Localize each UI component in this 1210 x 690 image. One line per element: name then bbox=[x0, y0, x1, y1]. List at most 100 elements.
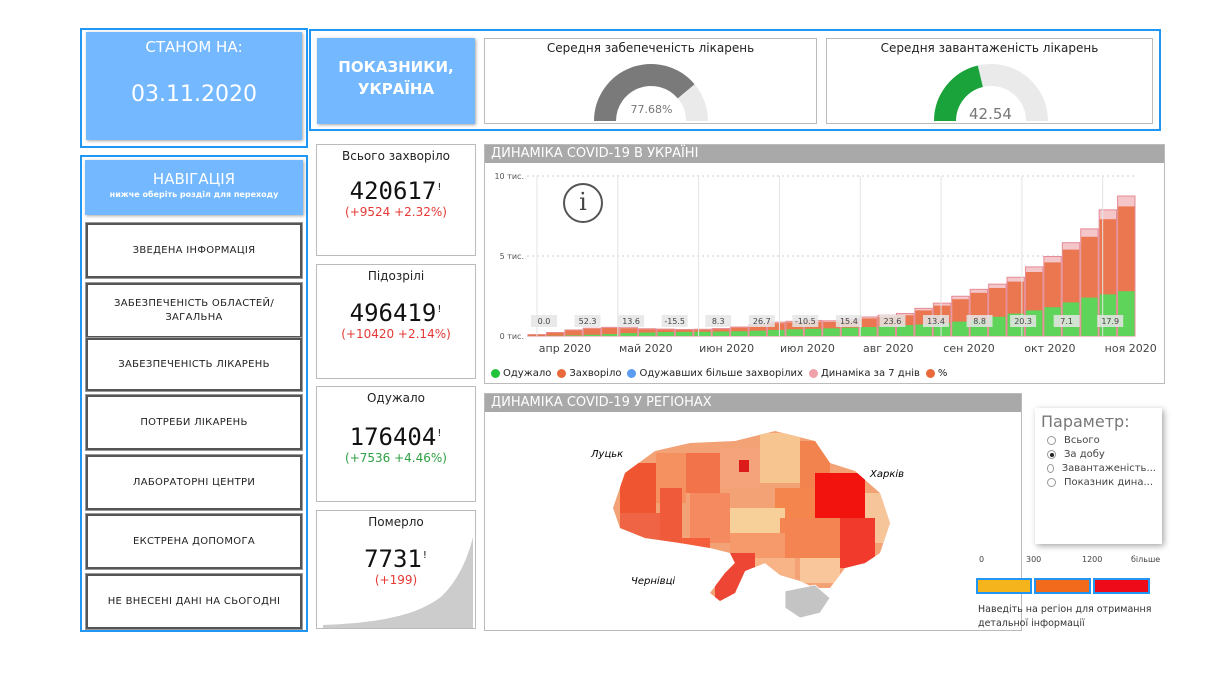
legend-item[interactable]: Захворіло bbox=[557, 368, 621, 379]
scale-tick-1200: 1200 bbox=[1082, 555, 1103, 564]
gauge-fill bbox=[934, 65, 984, 122]
x-tick-label: ноя 2020 bbox=[1105, 342, 1157, 355]
region-odesa bbox=[715, 553, 755, 601]
info-icon[interactable]: i bbox=[563, 183, 603, 223]
y-tick-label: 5 тис. bbox=[500, 252, 524, 261]
indicators-title: ПОКАЗНИКИ, УКРАЇНА bbox=[317, 38, 475, 124]
parameter-title: Параметр: bbox=[1041, 412, 1130, 431]
nav-regions-supply-button[interactable]: ЗАБЕЗПЕЧЕНІСТЬ ОБЛАСТЕЙ/ ЗАГАЛЬНА bbox=[85, 282, 303, 339]
stat-card-suspected[interactable]: Підозрілі 496419! (+10420 +2.14%) bbox=[316, 264, 476, 379]
x-tick-label: июн 2020 bbox=[699, 342, 754, 355]
navigation-title: НАВІГАЦІЯ bbox=[152, 170, 236, 188]
stat-delta: (+199) bbox=[374, 573, 418, 587]
bar-sick bbox=[546, 332, 564, 336]
bar-recovered bbox=[1044, 307, 1061, 336]
scale-tick-more: більше bbox=[1131, 555, 1161, 564]
weekly-pct-label: 15.4 bbox=[840, 317, 858, 326]
gauge-title-load: Середня завантаженість лікарень bbox=[880, 41, 1099, 55]
weekly-pct-label: 8.8 bbox=[973, 317, 986, 326]
pct-label-bg bbox=[792, 315, 819, 327]
legend-item[interactable]: % bbox=[925, 368, 947, 379]
legend-dot-icon bbox=[925, 369, 935, 378]
navigation-frame: НАВІГАЦІЯ нижче оберіть розділ для перех… bbox=[80, 155, 308, 632]
gauge-card-supply[interactable]: Середня забепеченість лікарень 77.68% bbox=[484, 38, 817, 124]
parameter-panel: Параметр: Всього За добу Завантаженість.… bbox=[1035, 408, 1162, 544]
bar-recovered bbox=[786, 329, 803, 336]
radio-icon-selected[interactable] bbox=[1047, 450, 1056, 459]
legend-dot-icon bbox=[491, 369, 500, 378]
bar-recovered bbox=[731, 331, 748, 336]
scale-swatch-high[interactable] bbox=[1093, 578, 1150, 594]
weekly-pct-label: 0.0 bbox=[538, 317, 551, 326]
stat-title: Всього захворіло bbox=[342, 149, 450, 163]
legend-dot-icon bbox=[557, 369, 567, 378]
nav-summary-button[interactable]: ЗВЕДЕНА ІНФОРМАЦІЯ bbox=[85, 222, 303, 279]
stat-value: 420617! bbox=[349, 177, 443, 205]
y-tick-label: 0 тис. bbox=[500, 332, 524, 341]
pct-label-bg bbox=[574, 315, 601, 327]
map-hint: Наведіть на регіон для отримання детальн… bbox=[978, 604, 1152, 629]
parameter-option-load[interactable]: Завантаженість... bbox=[1041, 463, 1156, 474]
weekly-pct-label: -10.5 bbox=[795, 317, 816, 326]
parameter-option-daily[interactable]: За добу bbox=[1041, 449, 1156, 460]
bar-recovered bbox=[565, 335, 582, 336]
bar-recovered bbox=[804, 328, 822, 336]
nav-emergency-button[interactable]: ЕКСТРЕНА ДОПОМОГА bbox=[85, 513, 303, 570]
scale-swatch-mid[interactable] bbox=[1034, 578, 1091, 594]
pct-label-bg bbox=[966, 315, 993, 327]
stat-title: Одужало bbox=[366, 391, 426, 405]
date-frame: СТАНОМ НА: 03.11.2020 bbox=[80, 28, 308, 148]
region-vinnytsia bbox=[690, 493, 730, 543]
nav-hospital-needs-button[interactable]: ПОТРЕБИ ЛІКАРЕНЬ bbox=[85, 394, 303, 451]
scale-tick-300: 300 bbox=[1026, 555, 1042, 564]
parameter-option-total[interactable]: Всього bbox=[1041, 435, 1156, 446]
pct-label-bg bbox=[661, 315, 688, 327]
navigation-subtitle: нижче оберіть розділ для переходу bbox=[109, 190, 279, 199]
parameter-option-dynamics[interactable]: Показник дина... bbox=[1041, 477, 1156, 488]
bar-sick bbox=[583, 328, 601, 336]
gauge-card-load[interactable]: Середня завантаженість лікарень 42.54 bbox=[826, 38, 1153, 124]
scale-tick-0: 0 bbox=[979, 555, 985, 564]
legend-dot-icon bbox=[627, 369, 637, 378]
pct-label-bg bbox=[923, 315, 949, 327]
weekly-pct-label: -15.5 bbox=[664, 317, 685, 326]
bar-recovered bbox=[583, 334, 601, 336]
weekly-pct-label: 20.3 bbox=[1014, 317, 1032, 326]
y-tick-label: 10 тис. bbox=[494, 172, 524, 181]
stat-value: 496419! bbox=[349, 299, 443, 327]
bar-recovered bbox=[749, 330, 767, 336]
bar-recovered bbox=[823, 328, 840, 336]
stat-card-total[interactable]: Всього захворіло 420617! (+9524 +2.32%) bbox=[316, 144, 476, 256]
pct-label-bg bbox=[531, 315, 557, 327]
city-label-kharkiv: Харків bbox=[869, 468, 904, 480]
regions-panel: ДИНАМІКА COVID-19 У РЕГІОНАХ bbox=[484, 393, 1022, 631]
region-lviv bbox=[620, 513, 660, 543]
legend-item[interactable]: Одужавших більше захворілих bbox=[627, 368, 803, 379]
stat-card-deaths[interactable]: Померло 7731! (+199) bbox=[316, 510, 476, 629]
scale-swatch-low[interactable] bbox=[976, 578, 1032, 594]
gauge-title-supply: Середня забепеченість лікарень bbox=[546, 41, 755, 55]
stat-value: 7731! bbox=[364, 545, 428, 573]
dynamics-title: ДИНАМІКА COVID-19 В УКРАЇНІ bbox=[485, 145, 1164, 163]
radio-icon[interactable] bbox=[1047, 436, 1056, 445]
dynamics-panel: ДИНАМІКА COVID-19 В УКРАЇНІ 10 тис. 5 тис… bbox=[484, 144, 1165, 384]
nav-labs-button[interactable]: ЛАБОРАТОРНІ ЦЕНТРИ bbox=[85, 454, 303, 511]
dynamics-legend: Одужало Захворіло Одужавших більше захворі… bbox=[491, 363, 953, 382]
region-mykolaiv bbox=[755, 558, 795, 588]
x-tick-label: окт 2020 bbox=[1024, 342, 1075, 355]
legend-item[interactable]: Динаміка за 7 днів bbox=[808, 368, 920, 379]
bar-recovered bbox=[841, 327, 859, 336]
x-tick-label: май 2020 bbox=[619, 342, 673, 355]
gauge-value-supply: 77.68% bbox=[630, 103, 673, 116]
radio-icon[interactable] bbox=[1047, 464, 1054, 473]
radio-icon[interactable] bbox=[1047, 478, 1056, 487]
bar-recovered bbox=[860, 327, 877, 336]
legend-item[interactable]: Одужало bbox=[491, 368, 551, 379]
bar-recovered bbox=[675, 331, 693, 336]
x-tick-label: апр 2020 bbox=[539, 342, 591, 355]
current-date: 03.11.2020 bbox=[131, 82, 257, 107]
stat-card-recovered[interactable]: Одужало 176404! (+7536 +4.46%) bbox=[316, 386, 476, 502]
nav-missing-data-button[interactable]: НЕ ВНЕСЕНІ ДАНІ НА СЬОГОДНІ bbox=[85, 573, 303, 630]
nav-hospitals-supply-button[interactable]: ЗАБЕЗПЕЧЕНІСТЬ ЛІКАРЕНЬ bbox=[85, 337, 303, 392]
gauge-value-load: 42.54 bbox=[969, 105, 1012, 123]
